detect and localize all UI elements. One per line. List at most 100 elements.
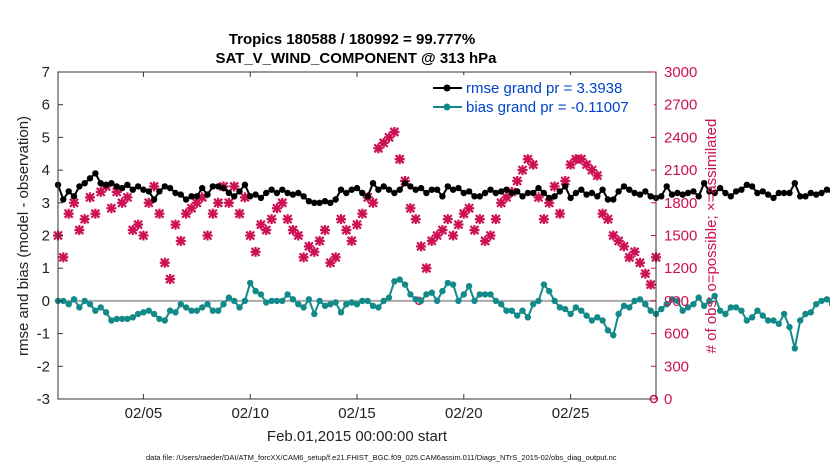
rmse-point: [279, 186, 286, 193]
bias-point: [706, 297, 713, 305]
bias-point: [252, 287, 259, 295]
assimilated-marker: [549, 181, 560, 192]
bias-point: [81, 297, 88, 305]
rmse-point: [369, 180, 377, 187]
bias-point: [76, 304, 83, 311]
legend-marker-bias: [443, 103, 451, 111]
bias-point: [108, 317, 115, 324]
legend-box: [430, 75, 654, 119]
y-right-tick-label: 1500: [664, 228, 697, 245]
bias-point: [492, 297, 499, 305]
rmse-point: [273, 189, 281, 197]
assimilated-marker: [90, 208, 101, 219]
assimilated-marker: [512, 176, 523, 186]
bias-point: [514, 312, 521, 319]
assimilated-marker: [223, 197, 234, 208]
rmse-point: [134, 183, 142, 190]
rmse-point: [658, 193, 665, 200]
bias-point: [759, 312, 766, 319]
bias-point: [546, 287, 553, 295]
assimilated-marker: [202, 230, 213, 241]
rmse-point: [524, 189, 532, 197]
y-right-tick-label: 2700: [664, 97, 697, 114]
assimilated-marker: [528, 159, 539, 170]
bias-point: [562, 305, 569, 313]
rmse-point: [412, 186, 419, 193]
assimilated-marker: [602, 214, 613, 225]
bias-point: [343, 301, 350, 308]
rmse-point: [129, 186, 136, 193]
bias-point: [578, 307, 585, 314]
y-left-tick-label: 4: [42, 162, 50, 179]
bias-point: [65, 301, 72, 308]
assimilated-marker: [517, 165, 528, 176]
bias-point: [273, 297, 281, 305]
rmse-point: [439, 193, 446, 200]
assimilated-marker: [592, 170, 603, 181]
bias-point: [631, 297, 638, 305]
bias-point: [498, 301, 505, 308]
y-right-tick-label: 0: [664, 391, 672, 408]
legend-marker-rmse: [443, 84, 451, 92]
assimilated-marker: [303, 241, 314, 252]
assimilated-marker: [490, 214, 501, 225]
bias-point: [407, 291, 414, 298]
rmse-point: [455, 184, 462, 192]
bias-point: [199, 304, 206, 311]
rmse-point: [343, 189, 350, 197]
rmse-point: [460, 189, 467, 197]
bias-point: [556, 304, 564, 311]
rmse-point: [449, 186, 457, 193]
bias-point: [375, 304, 382, 311]
y-right-tick-label: 1200: [664, 260, 697, 277]
bias-point: [594, 314, 601, 321]
bias-point: [716, 307, 724, 314]
y-left-tick-label: 2: [42, 228, 50, 245]
bias-point: [401, 281, 409, 288]
bias-point: [220, 301, 227, 308]
rmse-point: [311, 199, 318, 206]
rmse-point: [327, 199, 334, 206]
bias-point: [658, 305, 665, 313]
bias-point: [620, 302, 628, 309]
bias-point: [118, 315, 126, 323]
rmse-point: [492, 189, 499, 197]
rmse-point: [663, 183, 670, 190]
rmse-point: [263, 189, 270, 197]
bias-point: [150, 310, 158, 318]
rmse-point: [807, 189, 814, 197]
bias-point: [412, 296, 419, 303]
assimilated-marker: [368, 197, 379, 208]
bias-point: [818, 297, 825, 305]
bias-point: [471, 297, 478, 305]
rmse-point: [588, 189, 596, 197]
bias-point: [503, 307, 510, 314]
assimilated-marker: [554, 208, 565, 219]
assimilated-marker: [181, 208, 192, 219]
assimilated-marker: [346, 235, 357, 246]
assimilated-marker: [330, 252, 341, 263]
y-axis-right-label: # of obs: o=possible; ×=assimilated: [703, 119, 720, 354]
rmse-point: [225, 189, 233, 197]
bias-point: [599, 317, 606, 324]
bias-point: [802, 310, 809, 318]
bias-point: [70, 296, 78, 303]
rmse-point: [215, 183, 222, 190]
rmse-point: [465, 188, 473, 195]
bias-point: [780, 310, 788, 318]
rmse-point: [247, 193, 254, 200]
bias-point: [535, 297, 542, 305]
assimilated-marker: [250, 246, 261, 257]
bias-point: [60, 297, 67, 305]
rmse-point: [578, 186, 585, 193]
assimilated-marker: [629, 246, 640, 257]
rmse-point: [81, 180, 88, 187]
chart-subtitle: SAT_V_WIND_COMPONENT @ 313 hPa: [215, 50, 497, 67]
bias-point: [134, 310, 142, 318]
bias-point: [791, 345, 798, 352]
rmse-point: [156, 188, 163, 195]
assimilated-marker: [282, 214, 293, 225]
bias-point: [316, 297, 323, 305]
bias-point: [764, 317, 772, 324]
